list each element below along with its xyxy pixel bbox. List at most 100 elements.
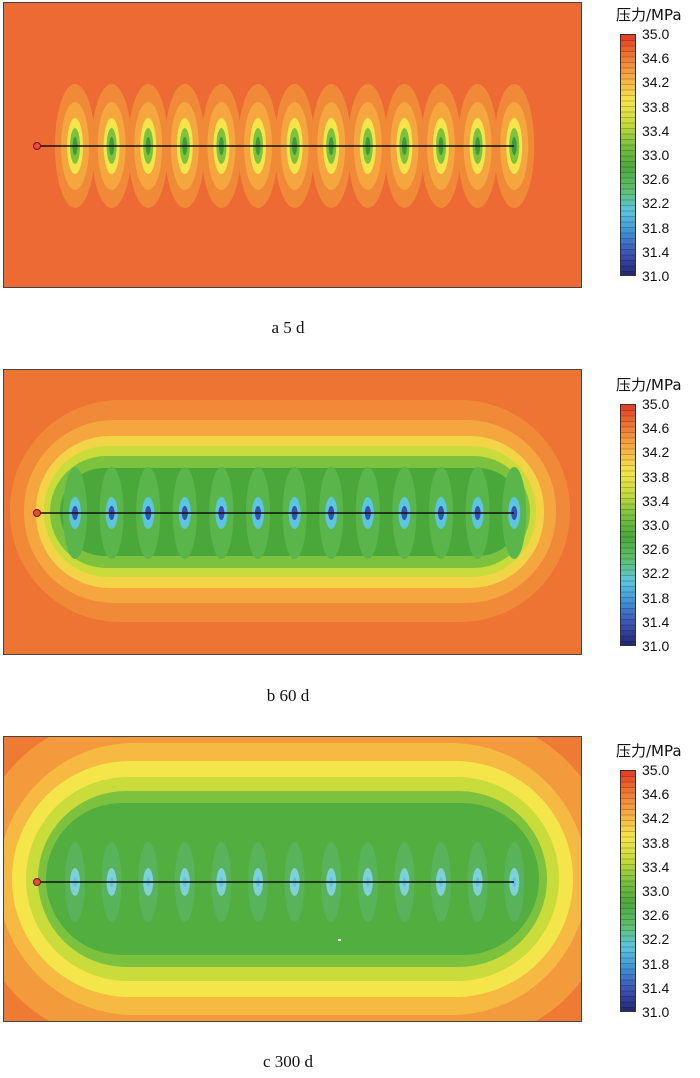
colorbar-band [621, 183, 635, 190]
colorbar-band [621, 914, 635, 920]
colorbar-ticks: 35.0 34.6 34.2 33.8 33.4 33.0 32.6 32.2 31.8 31.4… [642, 27, 700, 283]
colorbar-band [621, 73, 635, 80]
colorbar-band [621, 537, 635, 543]
colorbar-band [621, 542, 635, 549]
colorbar-band [621, 416, 635, 422]
colorbar-band [621, 211, 635, 217]
colorbar-tick-label: 31.8 [642, 955, 670, 972]
colorbar-band [621, 84, 635, 91]
colorbar-band [621, 798, 635, 805]
pressure-field-5d [3, 2, 582, 288]
colorbar-tick-label: 33.8 [642, 98, 670, 115]
colorbar-band [621, 35, 635, 41]
colorbar-band [621, 575, 635, 582]
colorbar [620, 404, 636, 646]
colorbar-tick-label: 32.2 [642, 195, 670, 212]
colorbar-band [621, 62, 635, 69]
colorbar-band [621, 592, 635, 598]
colorbar-band [621, 581, 635, 587]
caption-5d: a 5 d [271, 318, 305, 337]
colorbar-band [621, 952, 635, 959]
colorbar-tick-label: 31.8 [642, 589, 670, 606]
colorbar-band [621, 941, 635, 948]
colorbar-band [621, 925, 635, 931]
colorbar-tick-label: 35.0 [642, 26, 670, 42]
colorbar-ticks: 35.0 34.6 34.2 33.8 33.4 33.0 32.6 32.2 31.8 31.4… [642, 397, 700, 653]
colorbar-band [621, 128, 635, 135]
colorbar-band [621, 903, 635, 909]
colorbar-band [621, 244, 635, 250]
colorbar-band [621, 487, 635, 494]
colorbar-band [621, 608, 635, 615]
well-head [33, 878, 41, 886]
colorbar-band [621, 526, 635, 532]
colorbar-band [621, 515, 635, 521]
colorbar-band [621, 134, 635, 140]
colorbar-band [621, 936, 635, 942]
colorbar-band [621, 255, 635, 261]
colorbar-ticks: 35.0 34.6 34.2 33.8 33.4 33.0 32.6 32.2 31.8 31.4… [642, 763, 700, 1019]
colorbar-band [621, 809, 635, 816]
colorbar-band [621, 625, 635, 631]
colorbar [620, 34, 636, 276]
colorbar-band [621, 603, 635, 609]
colorbar-band [621, 897, 635, 904]
colorbar-band [621, 421, 635, 428]
colorbar-band [621, 216, 635, 223]
colorbar-band [621, 432, 635, 439]
well-head [33, 509, 41, 517]
colorbar-band [621, 837, 635, 843]
colorbar-tick-label: 31.4 [642, 979, 670, 996]
colorbar-band [621, 205, 635, 212]
colorbar-tick-label: 31.4 [642, 613, 670, 630]
colorbar-band [621, 150, 635, 157]
colorbar-band [621, 787, 635, 794]
well-head [33, 142, 41, 150]
colorbar-band [621, 520, 635, 527]
colorbar-band [621, 465, 635, 472]
colorbar-band [621, 460, 635, 466]
colorbar-tick-label: 31.8 [642, 219, 670, 236]
legend-title: 压力/MPa [616, 742, 682, 760]
colorbar-band [621, 112, 635, 118]
colorbar-band [621, 919, 635, 926]
colorbar-band [621, 859, 635, 865]
colorbar-band [621, 106, 635, 113]
colorbar-band [621, 875, 635, 882]
colorbar-band [621, 958, 635, 964]
colorbar-band [621, 249, 635, 256]
colorbar-band [621, 449, 635, 455]
legend-title: 压力/MPa [616, 6, 682, 24]
colorbar-band [621, 853, 635, 860]
colorbar-band [621, 504, 635, 510]
colorbar-band [621, 636, 635, 642]
colorbar-band [621, 586, 635, 593]
colorbar-band [621, 980, 635, 986]
colorbar-tick-label: 31.4 [642, 243, 670, 260]
colorbar-band [621, 271, 635, 275]
pressure-field-60d [3, 369, 582, 655]
colorbar-band [621, 238, 635, 245]
colorbar-band [621, 227, 635, 234]
pressure-field-300d [3, 736, 582, 1022]
colorbar-band [621, 161, 635, 168]
colorbar-band [621, 559, 635, 565]
colorbar-tick-label: 33.4 [642, 858, 670, 875]
colorbar-band [621, 233, 635, 239]
colorbar-band [621, 79, 635, 85]
colorbar-band [621, 614, 635, 620]
colorbar-band [621, 804, 635, 810]
colorbar-tick-label: 32.2 [642, 565, 670, 582]
colorbar-band [621, 266, 635, 272]
colorbar-band [621, 46, 635, 52]
colorbar-band [621, 222, 635, 228]
colorbar-band [621, 476, 635, 483]
colorbar-tick-label: 34.6 [642, 786, 670, 803]
colorbar-band [621, 438, 635, 444]
colorbar-tick-label: 33.0 [642, 883, 670, 899]
colorbar-band [621, 820, 635, 827]
legend-title: 压力/MPa [616, 376, 682, 394]
colorbar-band [621, 443, 635, 450]
colorbar-tick-label: 32.2 [642, 931, 670, 948]
colorbar-band [621, 930, 635, 937]
